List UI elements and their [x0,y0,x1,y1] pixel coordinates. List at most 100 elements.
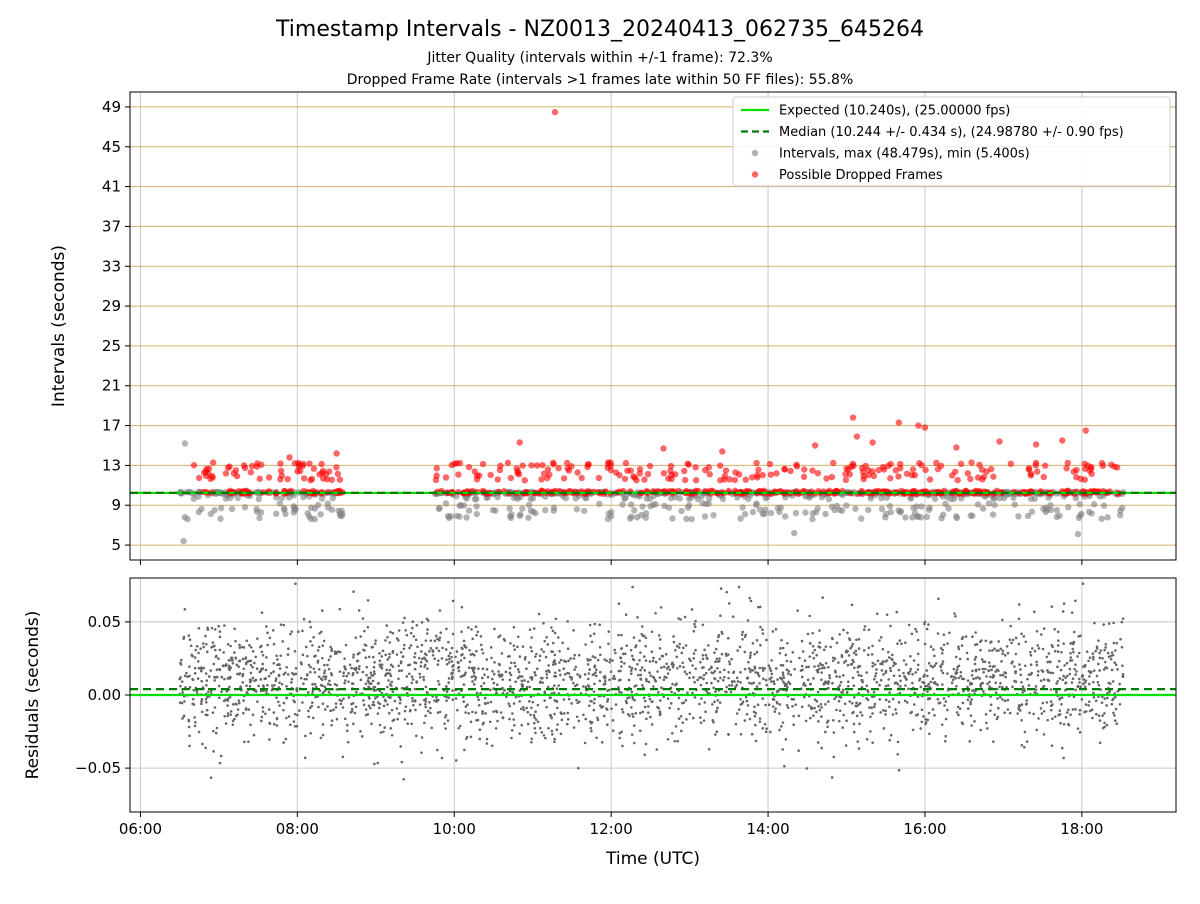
residual-point [939,664,942,668]
residual-point [277,663,280,666]
residual-point [349,711,353,714]
dropped-frame-point [328,476,336,483]
interval-point [506,505,513,512]
residual-point [632,658,636,662]
residual-point [435,695,438,699]
residual-point [202,645,206,649]
residual-point [303,756,307,760]
residual-point [527,661,531,664]
residual-point [894,708,897,711]
residual-point [960,637,964,641]
residual-point [388,672,392,675]
residual-point [631,654,634,658]
residual-point [422,698,426,702]
residual-point [193,716,196,719]
residual-point [620,665,623,668]
residual-point [753,705,756,709]
dropped-frame-point [823,475,830,482]
y-tick-label: 49 [102,98,121,116]
residual-point [987,669,991,672]
residual-point [545,635,548,639]
residual-point [472,671,476,674]
residual-point [501,678,504,681]
residual-point [837,661,840,664]
residual-point [1069,651,1072,655]
dropped-frame-point [1081,460,1088,467]
residual-point [1098,656,1102,660]
residual-point [819,663,823,667]
residual-point [311,716,315,720]
residual-point [678,664,682,668]
residual-point [1075,670,1078,673]
residual-point [756,671,760,675]
residual-point [1049,700,1053,703]
interval-point [952,513,960,520]
residual-point [186,675,189,679]
residual-point [672,640,676,644]
residual-point [266,683,269,687]
residual-point [193,666,197,670]
residual-point [710,681,713,685]
residual-point [770,672,774,676]
residual-point [593,697,596,701]
dropped-frame-point [1086,467,1093,474]
residual-point [572,726,576,729]
dropped-frame-point [310,465,318,472]
residual-point [961,701,965,705]
interval-point [211,507,218,514]
dropped-frame-point [717,462,724,469]
residual-point [749,599,753,603]
residual-point [871,661,875,665]
residual-point [193,656,197,659]
residual-point [217,624,220,628]
residual-point [959,670,963,674]
interval-point [843,502,850,509]
residual-point [218,696,221,700]
residual-point [1056,679,1060,683]
residual-point [307,715,310,719]
residual-point [753,652,756,656]
residual-point [440,756,444,760]
residual-point [545,705,548,709]
interval-point [318,495,326,502]
residual-point [818,708,822,712]
residual-point [528,628,532,632]
residual-point [386,685,389,689]
residual-point [982,690,985,693]
intervals-y-axis-label: Intervals (seconds) [49,245,69,407]
residual-point [469,720,473,724]
residual-point [450,646,454,650]
residual-point [1081,682,1085,686]
residual-point [838,684,842,687]
residual-point [1060,650,1063,654]
residual-point [505,695,508,699]
interval-point [1065,504,1072,511]
residual-point [582,685,585,688]
residual-point [965,651,969,655]
residual-point [849,646,852,650]
residual-point [1011,660,1014,664]
residual-point [425,632,429,635]
residual-point [445,658,448,661]
residual-point [719,587,723,590]
residual-point [1009,624,1012,628]
residual-point [969,700,972,704]
residual-point [413,699,417,702]
dropped-frame-point [887,460,894,468]
residual-point [316,649,320,652]
residual-point [791,651,795,654]
residual-point [639,711,642,715]
residual-point [622,652,625,656]
residual-point [879,636,883,639]
residual-point [1120,645,1124,649]
residual-point [796,609,799,612]
residual-point [838,709,842,713]
residual-point [367,695,371,699]
residual-point [451,698,455,701]
residual-point [444,648,448,651]
residual-point [1092,657,1095,661]
residual-point [638,729,642,733]
residual-point [241,657,245,661]
residual-point [472,683,476,686]
interval-point [745,495,752,503]
